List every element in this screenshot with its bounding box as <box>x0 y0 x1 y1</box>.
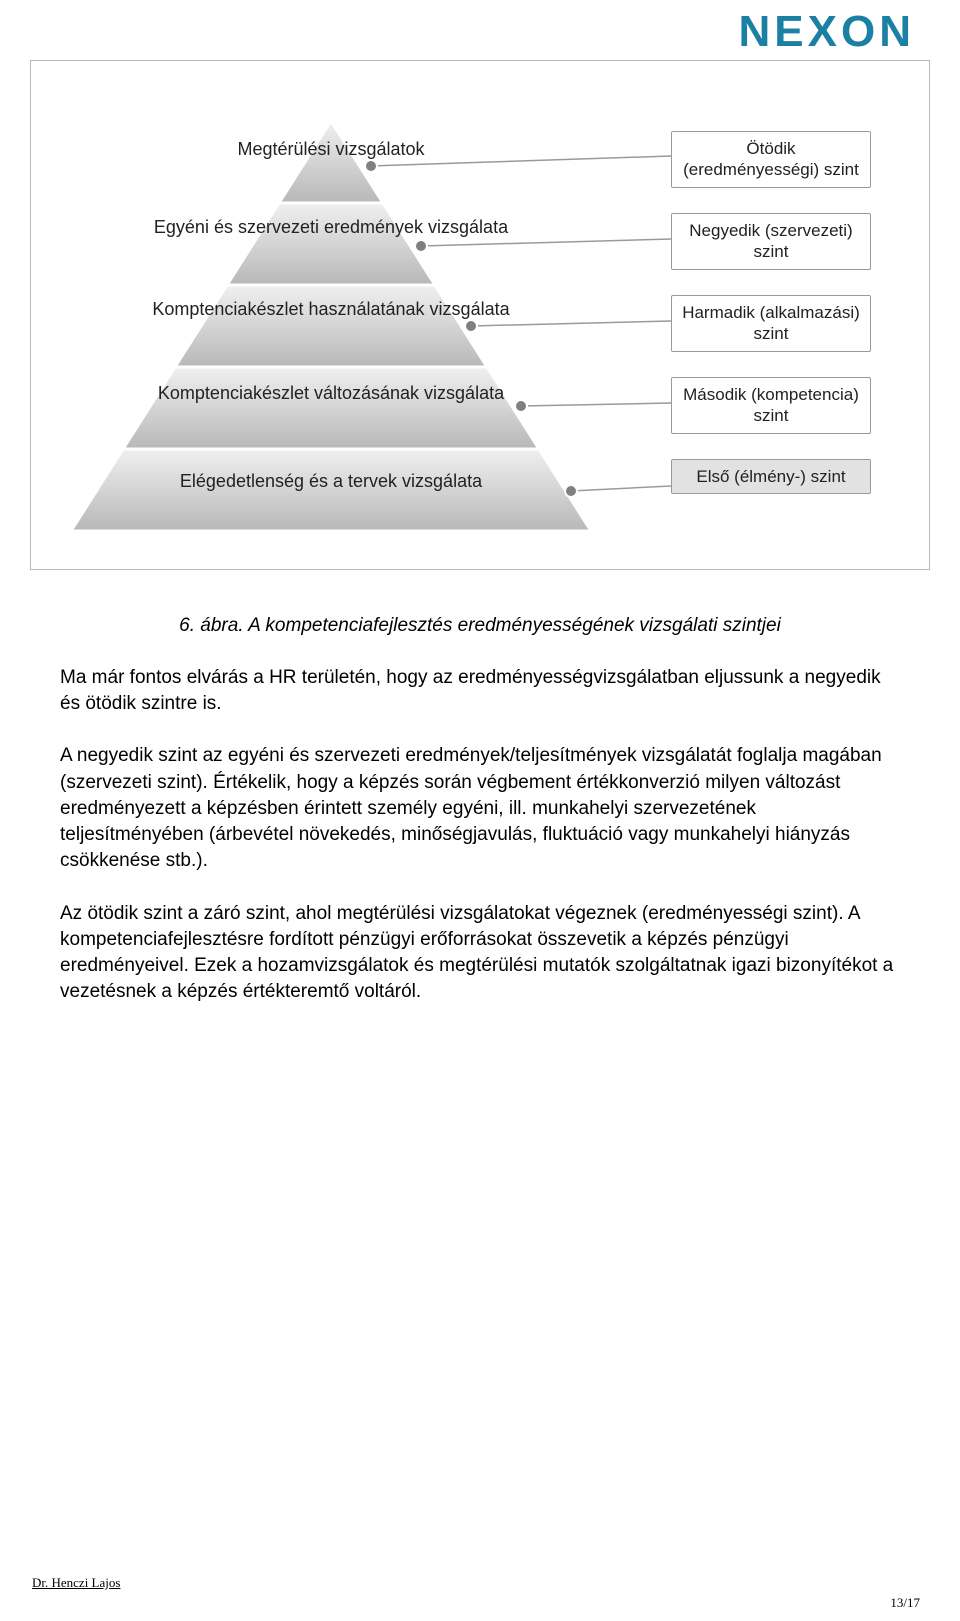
content-block: 6. ábra. A kompetenciafejlesztés eredmén… <box>60 615 900 1031</box>
brand-logo: NEXON <box>739 10 915 54</box>
side-box-1: Első (élmény-) szint <box>671 459 871 494</box>
paragraph-1: Ma már fontos elvárás a HR területén, ho… <box>60 665 900 717</box>
brand-name: NEXON <box>739 7 915 56</box>
paragraph-3: Az ötödik szint a záró szint, ahol megté… <box>60 901 900 1006</box>
footer-page: 13/17 <box>890 1595 920 1611</box>
side-label-2: Második (kompetencia) szint <box>683 385 859 425</box>
side-box-3: Harmadik (alkalmazási) szint <box>671 295 871 352</box>
side-box-2: Második (kompetencia) szint <box>671 377 871 434</box>
side-label-1: Első (élmény-) szint <box>696 467 845 486</box>
diagram-inner: Megtérülési vizsgálatok Egyéni és szerve… <box>31 61 929 569</box>
side-label-3: Harmadik (alkalmazási) szint <box>682 303 860 343</box>
side-box-4: Negyedik (szervezeti) szint <box>671 213 871 270</box>
paragraph-2: A negyedik szint az egyéni és szervezeti… <box>60 743 900 874</box>
side-label-5: Ötödik (eredményességi) szint <box>683 139 859 179</box>
diagram-frame: Megtérülési vizsgálatok Egyéni és szerve… <box>30 60 930 570</box>
footer-author: Dr. Henczi Lajos <box>32 1575 120 1591</box>
side-box-5: Ötödik (eredményességi) szint <box>671 131 871 188</box>
side-label-4: Negyedik (szervezeti) szint <box>689 221 852 261</box>
figure-caption: 6. ábra. A kompetenciafejlesztés eredmén… <box>60 615 900 637</box>
